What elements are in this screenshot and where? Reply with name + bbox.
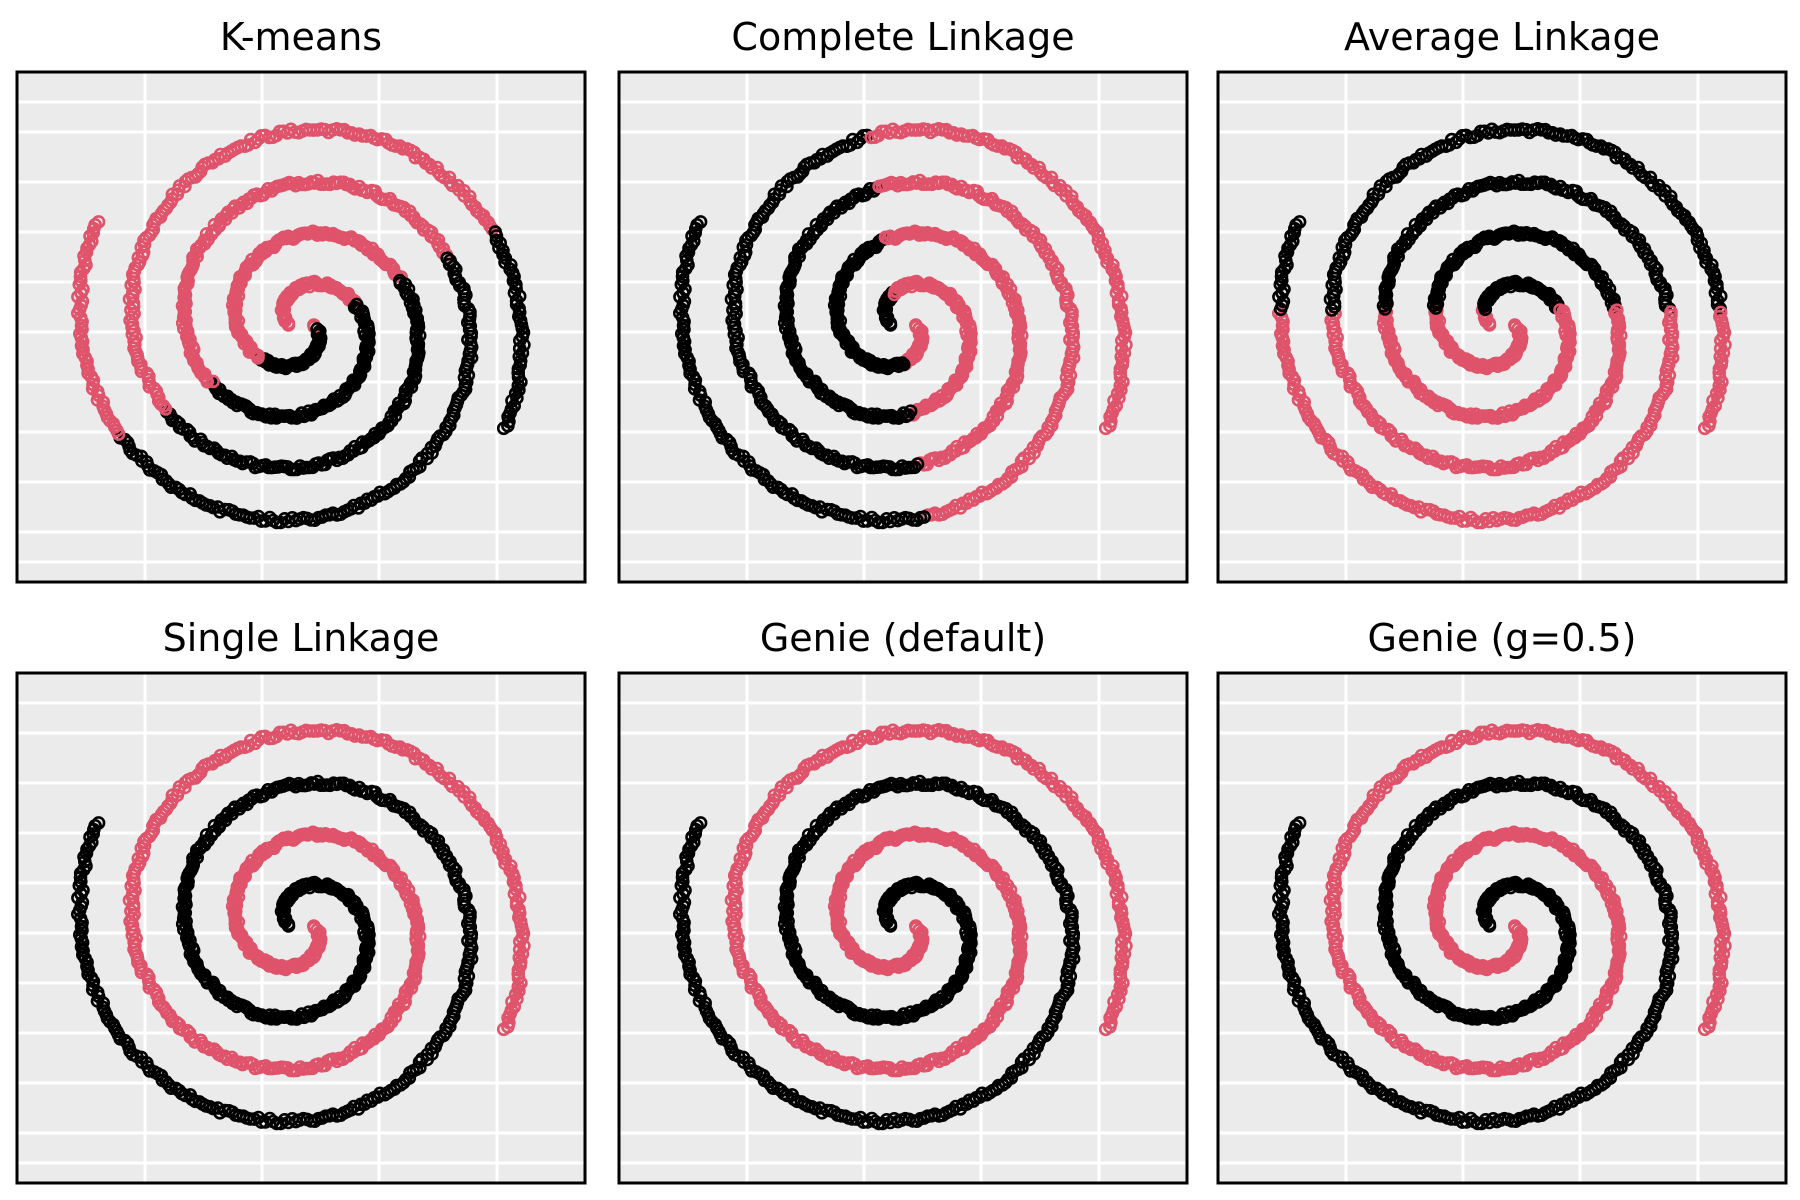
data-point — [1064, 189, 1079, 204]
data-point — [416, 223, 431, 237]
data-point — [509, 293, 524, 308]
data-point — [496, 421, 511, 436]
data-point — [512, 383, 526, 397]
panel-background — [1216, 70, 1788, 584]
data-point — [91, 215, 106, 229]
data-point — [995, 139, 1009, 153]
data-point — [183, 487, 197, 501]
panel-background — [15, 70, 587, 584]
points — [70, 121, 531, 530]
panel-average-linkage: Average Linkage — [1216, 15, 1788, 584]
data-point — [288, 178, 303, 193]
data-point — [395, 142, 410, 156]
data-point — [1010, 150, 1025, 165]
data-point — [462, 189, 477, 204]
panel-background — [617, 671, 1189, 1185]
data-point — [1091, 229, 1106, 243]
data-point — [724, 292, 739, 306]
data-point — [1111, 293, 1126, 308]
data-point — [393, 139, 407, 153]
data-point — [1114, 383, 1128, 397]
panel-genie-default: Genie (default) — [617, 616, 1189, 1185]
data-point — [881, 231, 895, 246]
data-point — [122, 292, 137, 306]
data-point — [774, 416, 788, 431]
points — [672, 121, 1133, 530]
data-point — [1098, 421, 1113, 436]
panel-title: Average Linkage — [1344, 15, 1660, 59]
data-point — [420, 451, 435, 466]
data-point — [412, 454, 427, 468]
panel-background — [15, 671, 587, 1185]
panel-title: Genie (default) — [760, 616, 1046, 660]
data-point — [172, 416, 186, 431]
panel-title: Single Linkage — [163, 616, 440, 660]
panel-background — [617, 70, 1189, 584]
data-point — [442, 170, 457, 185]
data-point — [990, 139, 1005, 153]
data-point — [84, 369, 99, 384]
data-point — [279, 231, 293, 246]
panel-kmeans: K-means — [15, 15, 587, 584]
data-point — [939, 122, 954, 137]
data-point — [780, 179, 794, 194]
data-point — [337, 122, 352, 137]
data-point — [1044, 170, 1059, 185]
data-point — [169, 480, 183, 495]
panel-title: Complete Linkage — [731, 15, 1074, 59]
data-point — [489, 229, 504, 243]
data-point — [388, 139, 403, 153]
panel-border — [15, 70, 587, 584]
data-point — [997, 142, 1012, 156]
data-point — [408, 150, 423, 165]
panel-title: K-means — [220, 15, 382, 59]
panel-complete-linkage: Complete Linkage — [617, 15, 1189, 584]
panel-single-linkage: Single Linkage — [15, 616, 587, 1185]
data-point — [178, 179, 192, 194]
data-point — [890, 178, 905, 193]
